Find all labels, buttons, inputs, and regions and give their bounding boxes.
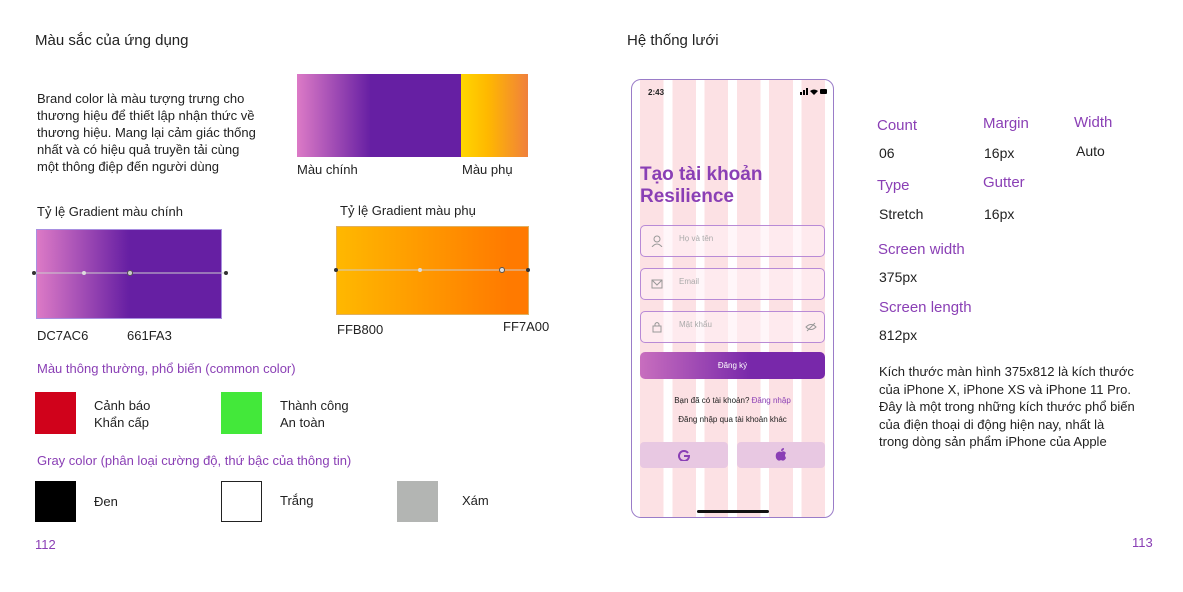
page-title: Màu sắc của ứng dụng [35,32,189,49]
secondary-swatch [461,74,528,157]
login-prompt: Bạn đã có tài khoản? Đăng nhập [640,396,825,406]
section-title: Màu thông thường, phổ biến (common color… [37,361,296,376]
intro-line: Brand color là màu tượng trưng cho [37,91,245,106]
intro-line: thương hiệu. Mang lại cảm giác thống [37,125,256,140]
spec-value: Stretch [879,206,924,222]
swatch-white [221,481,262,522]
spec-label: Type [877,177,910,194]
spec-label: Count [877,117,918,134]
status-icons [800,88,827,95]
swatch-label: Đen [94,494,118,509]
swatch-label: Màu phụ [462,162,513,177]
user-icon [651,235,663,247]
login-link[interactable]: Đăng nhập [751,396,791,405]
input-field[interactable]: Mật khẩu [640,311,825,343]
spec-value: 16px [984,145,1015,161]
alt-login: Đăng nhập qua tài khoản khác [678,415,787,424]
gradient-handle [334,267,530,273]
description-line: của điện thoại di động hiện nay, nhất là [879,417,1105,432]
spec-value: Auto [1076,143,1105,159]
swatch-label: Thành công [280,398,349,413]
intro-line: nhất và có hiệu quả truyền tải cùng [37,142,240,157]
eye-icon [805,322,817,332]
section-title: Tỷ lệ Gradient màu chính [37,204,183,219]
swatch-label: Cảnh báo [94,398,151,413]
spec-value: 812px [879,327,918,343]
spec-label: Screen length [879,299,972,316]
page-number: 112 [35,537,56,552]
placeholder: Mật khẩu [679,320,712,329]
spec-value: 06 [879,145,895,161]
section-title: Gray color (phân loại cường độ, thứ bậc … [37,453,352,468]
prompt-text: Bạn đã có tài khoản? [674,396,750,405]
google-button[interactable] [640,442,728,468]
page-title: Hệ thống lưới [627,32,719,49]
spec-value: 375px [879,269,918,285]
spec-label: Gutter [983,174,1025,191]
placeholder: Email [679,277,700,286]
color-code: FFB800 [337,322,384,337]
input-field[interactable]: Họ và tên [640,225,825,257]
swatch-green [221,392,262,434]
swatch-label: Xám [462,493,489,508]
color-code: DC7AC6 [37,328,89,343]
status-time: 2:43 [648,88,665,97]
swatch-red [35,392,76,434]
swatch-label: An toàn [280,415,325,430]
intro-line: một thông điệp đến người dùng [37,159,220,174]
gradient-handle [32,270,228,276]
color-code: 661FA3 [127,328,172,343]
lock-icon [652,322,662,333]
google-icon [678,450,690,461]
description-line: của iPhone X, iPhone XS và iPhone 11 Pro… [879,382,1131,397]
spec-label: Width [1074,114,1113,131]
mail-icon [651,279,663,289]
home-indicator [697,510,769,513]
signup-button[interactable]: Đăng ký [640,352,825,379]
swatch-black [35,481,76,522]
color-code: FF7A00 [503,319,550,334]
description-line: Kích thước màn hình 375x812 là kích thướ… [879,364,1134,379]
button-label: Đăng ký [717,361,748,370]
spec-label: Margin [983,115,1029,132]
description-line: trong dòng sản phẩm iPhone của Apple [879,434,1107,449]
spec-value: 16px [984,206,1015,222]
spec-label: Screen width [878,241,965,258]
input-field[interactable]: Email [640,268,825,300]
primary-swatch [297,74,461,157]
swatch-label: Trắng [280,493,314,508]
apple-button[interactable] [737,442,825,468]
description-line: Đây là một trong những kích thước phổ bi… [879,399,1135,414]
phone-heading: Tạo tài khoản [640,164,763,185]
intro-line: thương hiệu để thiết lập nhận thức về [37,108,255,123]
swatch-label: Khẩn cấp [94,415,149,430]
swatch-gray [397,481,438,522]
apple-icon [775,448,786,461]
placeholder: Họ và tên [679,234,714,243]
section-title: Tỷ lệ Gradient màu phụ [340,203,476,218]
swatch-label: Màu chính [297,162,358,177]
phone-heading: Resilience [640,186,734,207]
page-number: 113 [1132,535,1153,550]
